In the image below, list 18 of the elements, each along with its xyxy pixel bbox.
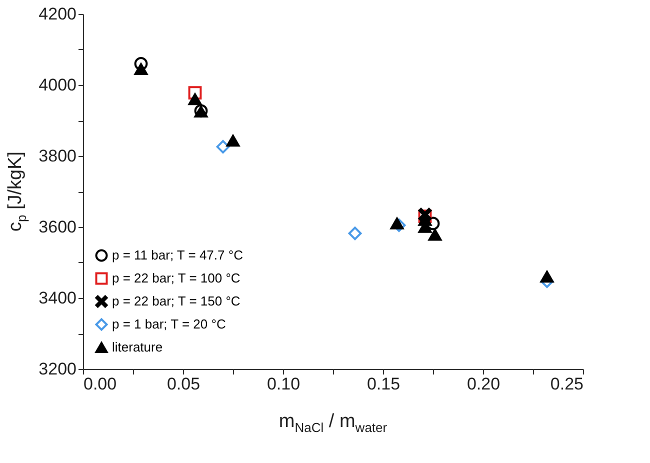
x-tick-label: 0.00 xyxy=(84,374,117,394)
legend-label: p = 11 bar; T = 47.7 °C xyxy=(112,248,243,262)
x-tick-label: 0.05 xyxy=(166,374,200,394)
legend-label: p = 1 bar; T = 20 °C xyxy=(112,316,226,332)
y-tick-label: 3400 xyxy=(38,288,76,308)
y-tick-label: 4200 xyxy=(38,4,76,24)
x-tick-label: 0.15 xyxy=(366,374,400,394)
y-tick-label: 3600 xyxy=(38,218,76,236)
x-tick-label: 0.20 xyxy=(466,374,500,394)
legend-label: p = 22 bar; T = 100 °C xyxy=(112,270,240,286)
y-tick-label: 3200 xyxy=(38,360,76,378)
y-tick-label: 4000 xyxy=(38,76,76,94)
x-tick-label: 0.25 xyxy=(550,374,584,394)
y-axis-title: cp [J/kgK] xyxy=(5,151,29,232)
y-tick-label: 3800 xyxy=(38,146,76,166)
legend-label: literature xyxy=(112,340,163,354)
x-tick-label: 0.10 xyxy=(266,374,300,394)
legend-label: p = 22 bar; T = 150 °C xyxy=(112,294,240,308)
